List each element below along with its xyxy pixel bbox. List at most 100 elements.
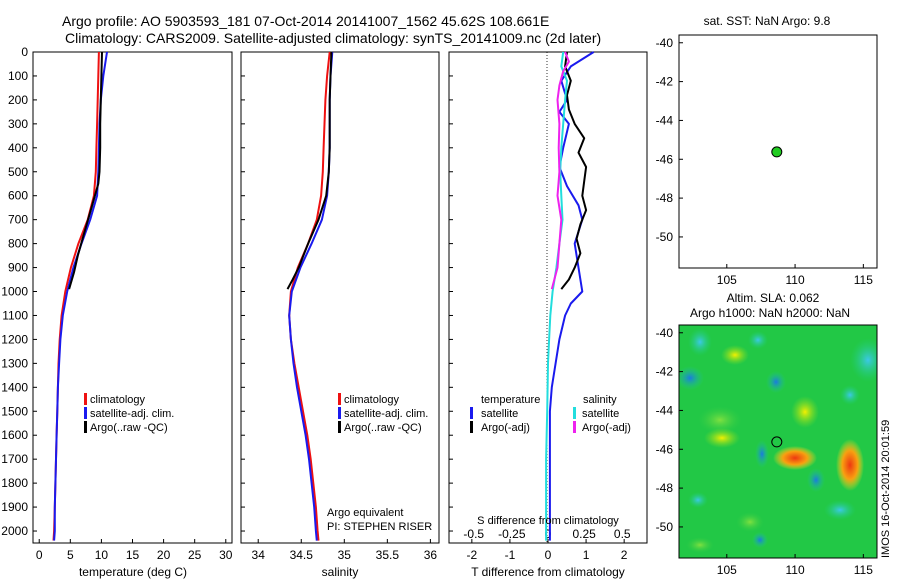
x-tick-label: 2 [621,548,628,562]
legend-label-t-argo: Argo(-adj) [481,422,530,434]
temperature-legend: climatology satellite-adj. clim. Argo(..… [84,393,174,434]
sla-map-panel: Altim. SLA: 0.062 Argo h1000: NaN h2000:… [656,291,878,577]
depth-tick-label: 100 [8,69,28,83]
figure-title-line2: Climatology: CARS2009. Satellite-adjuste… [65,30,601,46]
legend-label-climatology: climatology [90,394,146,406]
legend-label-satellite: satellite-adj. clim. [344,408,428,420]
depth-tick-label: 600 [8,189,28,203]
depth-tick-label: 800 [8,237,28,251]
salinity-frame [240,51,440,544]
s-tick-label: -0.25 [498,527,526,541]
salinity-lines [286,51,334,541]
temperature-xlabel: temperature (deg C) [79,565,187,579]
legend-label-s-argo: Argo(-adj) [582,422,631,434]
salinity-legend: climatology satellite-adj. clim. Argo(..… [338,393,428,434]
map-y-tick-label: -40 [656,36,674,50]
figure-title-line1: Argo profile: AO 5903593_181 07-Oct-2014… [62,13,549,29]
map-y-tick-label: -40 [656,326,674,340]
legend-title-salinity: salinity [583,394,617,406]
salinity-annotation-line1: Argo equivalent [327,507,403,519]
legend-swatch-climatology [338,393,341,405]
depth-tick-label: 900 [8,261,28,275]
legend-swatch-satellite [84,407,87,419]
legend-swatch-argo [338,421,341,433]
x-tick-label: 20 [157,548,171,562]
map-y-tick-label: -50 [656,230,674,244]
map-y-tick-label: -46 [656,152,674,166]
x-tick-label: 0 [545,548,552,562]
series-line-argo-adj- [550,51,570,290]
legend-swatch-t-argo [470,421,473,433]
legend-label-satellite: satellite-adj. clim. [90,408,174,420]
depth-tick-label: 400 [8,141,28,155]
sla-title-line1: Altim. SLA: 0.062 [727,291,820,305]
legend-swatch-s-argo [573,421,576,433]
salinity-ticks: 34 34.5 35 35.5 36 [252,539,438,562]
s-tick-label: 0.5 [614,527,631,541]
x-tick-label: 34.5 [290,548,314,562]
difference-ticks: -2 -1 0 1 2 -0.5 -0.25 0 0.25 0.5 [463,527,631,562]
depth-axis: 0 100 200 300 400 500 600 700 800 900 1000 1100 1200… [1,45,453,538]
argo-location-marker [771,146,783,158]
series-line-satellite [548,51,595,541]
x-tick-label: 10 [95,548,109,562]
depth-tick-label: 700 [8,213,28,227]
depth-tick-label: 300 [8,117,28,131]
depth-tick-label: 500 [8,165,28,179]
map-x-tick-label: 105 [717,273,737,287]
depth-tick-label: 2000 [1,524,28,538]
map-y-tick-label: -48 [656,191,674,205]
x-tick-label: 35.5 [376,548,400,562]
difference-panel: -2 -1 0 1 2 -0.5 -0.25 0 0.25 0.5 temperature sat… [448,51,648,579]
map-y-tick-label: -42 [656,365,674,379]
temperature-frame [32,51,233,544]
map-y-tick-label: -44 [656,403,674,417]
difference-frame [448,51,648,544]
depth-tick-label: 1000 [1,285,28,299]
map-y-tick-label: -44 [656,113,674,127]
x-tick-label: 15 [126,548,140,562]
depth-tick-label: 1200 [1,332,28,346]
depth-tick-label: 1700 [1,452,28,466]
legend-label-climatology: climatology [344,394,400,406]
depth-tick-label: 1600 [1,428,28,442]
legend-title-temperature: temperature [481,394,540,406]
depth-tick-label: 0 [21,45,28,59]
map-y-tick-label: -48 [656,481,674,495]
x-tick-label: 36 [424,548,438,562]
sla-ticks: 105 110 115 -40 -42 -44 -46 -48 -50 [656,326,874,577]
map-y-tick-label: -46 [656,442,674,456]
legend-swatch-argo [84,421,87,433]
s-tick-label: 0.25 [572,527,596,541]
x-tick-label: -2 [467,548,478,562]
s-tick-label: 0 [545,527,552,541]
map-x-tick-label: 105 [717,563,737,577]
difference-top-xlabel: S difference from climatology [477,515,619,527]
map-x-tick-label: 110 [785,273,804,287]
depth-tick-label: 1400 [1,380,28,394]
map-x-tick-label: 115 [854,273,873,287]
series-line-satellite-adj-clim- [53,51,108,541]
series-line-argo-raw-qc- [286,51,333,290]
sst-map-panel: sat. SST: NaN Argo: 9.8 105 110 115 -40 -42 -… [656,14,878,287]
temperature-lines [52,51,108,541]
legend-label-argo: Argo(..raw -QC) [90,422,168,434]
legend-swatch-s-satellite [573,407,576,419]
sst-ticks: 105 110 115 -40 -42 -44 -46 -48 -50 [656,36,874,287]
sla-heatmap [679,325,877,558]
legend-label-t-satellite: satellite [481,408,518,420]
temperature-panel: 0 5 10 15 20 25 30 climatology satellite-adj. … [32,51,233,579]
series-line-climatology [52,51,100,541]
salinity-xlabel: salinity [322,565,359,579]
legend-swatch-satellite [338,407,341,419]
legend-swatch-t-satellite [470,407,473,419]
difference-xlabel: T difference from climatology [471,565,625,579]
x-tick-label: 5 [67,548,74,562]
sst-title: sat. SST: NaN Argo: 9.8 [704,14,831,28]
legend-label-argo: Argo(..raw -QC) [344,422,422,434]
depth-tick-label: 1500 [1,404,28,418]
x-tick-label: 1 [583,548,590,562]
x-tick-label: 35 [338,548,352,562]
salinity-panel: 34 34.5 35 35.5 36 climatology satellite-adj… [240,51,440,579]
